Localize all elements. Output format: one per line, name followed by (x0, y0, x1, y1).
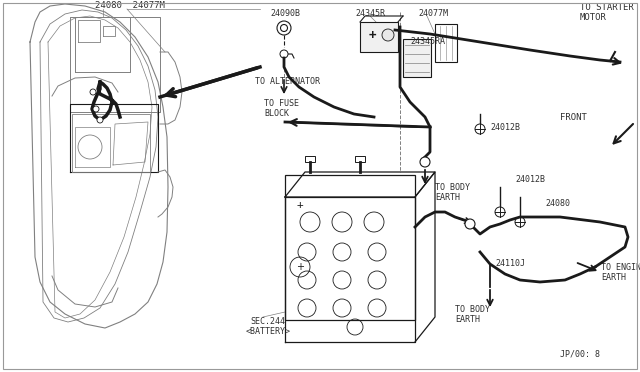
Text: TO STARTER: TO STARTER (580, 3, 634, 12)
Circle shape (277, 21, 291, 35)
Circle shape (382, 29, 394, 41)
Text: +: + (296, 262, 304, 272)
Bar (285, 175, 415, 320)
Text: 24345RA: 24345RA (410, 38, 445, 46)
Text: EARTH: EARTH (455, 315, 480, 324)
Text: 24012B: 24012B (515, 176, 545, 185)
Bar (435, 24, 457, 62)
Circle shape (97, 117, 103, 123)
Text: TO BODY: TO BODY (435, 183, 470, 192)
Text: FRONT: FRONT (560, 112, 587, 122)
Text: +: + (368, 29, 376, 42)
Text: EARTH: EARTH (601, 273, 626, 282)
Circle shape (465, 219, 475, 229)
Text: 24090B: 24090B (270, 10, 300, 19)
Text: TO BODY: TO BODY (455, 305, 490, 314)
Text: 24110J: 24110J (495, 260, 525, 269)
Text: JP/00: 8: JP/00: 8 (560, 350, 600, 359)
Bar (305, 156, 315, 162)
Text: BLOCK: BLOCK (264, 109, 289, 118)
Bar (355, 156, 365, 162)
Circle shape (93, 106, 99, 112)
Circle shape (475, 124, 485, 134)
Text: MOTOR: MOTOR (580, 13, 607, 22)
Text: TO ENGINE: TO ENGINE (601, 263, 640, 273)
Text: EARTH: EARTH (435, 193, 460, 202)
Circle shape (280, 50, 288, 58)
Bar (360, 22, 398, 52)
Text: 24077M: 24077M (418, 10, 448, 19)
Circle shape (515, 217, 525, 227)
Circle shape (495, 207, 505, 217)
Text: 24080  24077M: 24080 24077M (95, 0, 165, 10)
Text: 24012B: 24012B (490, 122, 520, 131)
Text: SEC.244: SEC.244 (250, 317, 285, 327)
Circle shape (90, 89, 96, 95)
Circle shape (420, 157, 430, 167)
Text: TO FUSE: TO FUSE (264, 99, 299, 109)
Text: <BATTERY>: <BATTERY> (246, 327, 291, 337)
Text: 24080: 24080 (545, 199, 570, 208)
Text: 24345R: 24345R (355, 10, 385, 19)
Text: +: + (296, 200, 303, 210)
Text: TO ALTERNATOR: TO ALTERNATOR (255, 77, 320, 87)
Bar (403, 39, 431, 77)
Circle shape (280, 25, 287, 32)
